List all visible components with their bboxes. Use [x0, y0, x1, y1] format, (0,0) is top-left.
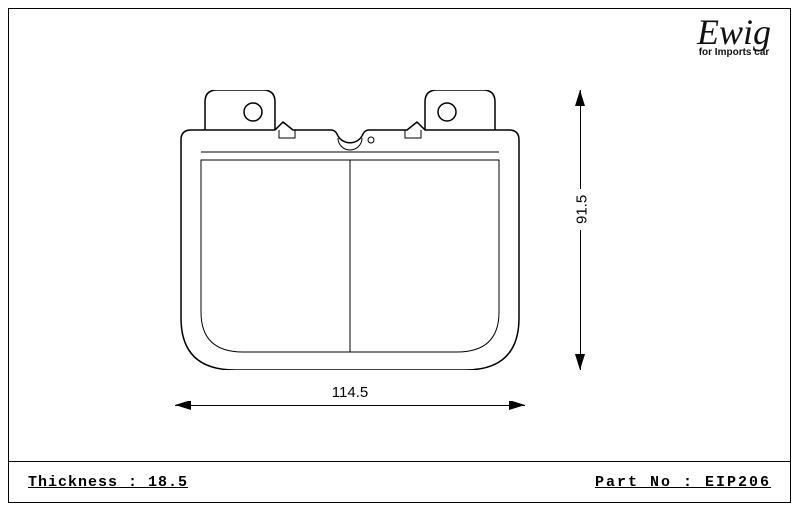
ear-right: [425, 90, 495, 130]
arrow-left-icon: [175, 400, 191, 410]
part-drawing: [175, 90, 525, 370]
arrow-down-icon: [575, 354, 585, 370]
dim-height-line: [580, 90, 581, 370]
ear-right-hole: [438, 103, 456, 121]
dim-height-value: 91.5: [574, 189, 591, 230]
pin-hole: [368, 137, 374, 143]
dim-width-value: 114.5: [175, 384, 525, 401]
logo-main-text: Ewig: [697, 14, 771, 50]
dimension-height: 91.5: [560, 90, 600, 370]
clip-slot-right: [405, 130, 421, 138]
footer-separator: [8, 461, 791, 462]
arrow-right-icon: [509, 400, 525, 410]
thickness-label: Thickness : 18.5: [28, 474, 188, 491]
brand-logo: Ewig for Imports car: [697, 14, 771, 58]
dimension-width: 114.5: [175, 390, 525, 420]
dim-width-line: [175, 405, 525, 406]
ear-left: [205, 90, 275, 130]
part-number-label: Part No : EIP206: [595, 474, 771, 491]
arrow-up-icon: [575, 90, 585, 106]
ear-left-hole: [244, 103, 262, 121]
logo-sub-text: for Imports car: [697, 48, 771, 58]
clip-slot-left: [279, 130, 295, 138]
